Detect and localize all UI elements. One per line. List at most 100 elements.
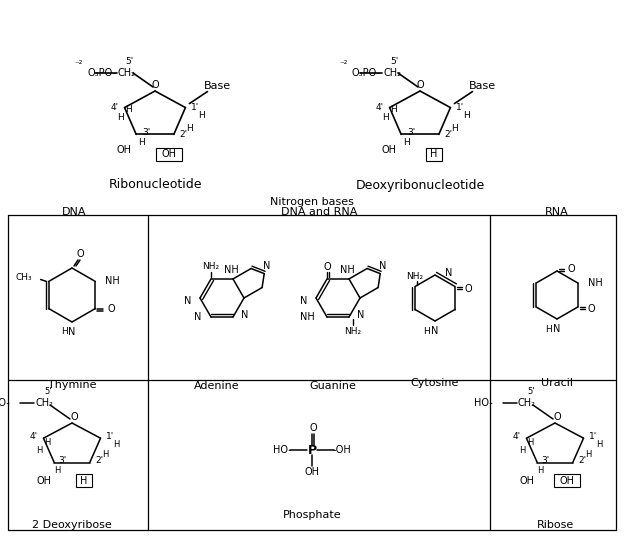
Text: OH: OH [382,145,397,156]
Text: N: N [553,324,561,334]
Text: N: N [379,261,386,271]
Text: HO-: HO- [474,398,493,408]
Text: H: H [44,438,51,447]
Text: H: H [61,327,67,336]
Text: H: H [125,105,132,114]
Text: 5': 5' [390,57,398,65]
Text: H: H [537,467,544,475]
Text: H: H [585,450,592,460]
Text: N: N [68,327,76,337]
Text: N: N [300,296,307,306]
Text: NH: NH [105,276,120,287]
Text: NH: NH [300,312,315,322]
Text: O: O [76,249,84,259]
Bar [426,148,442,161]
Text: N: N [263,261,270,271]
Text: O: O [588,304,595,314]
Text: H: H [198,111,205,120]
Text: H: H [138,138,145,147]
Text: O: O [70,412,78,422]
Text: RNA: RNA [545,207,569,217]
Text: 2': 2' [445,130,453,139]
Text: O: O [553,412,561,422]
Text: N: N [193,312,201,322]
Text: OH: OH [117,145,132,156]
Text: CH₂: CH₂ [518,398,536,408]
Text: CH₂: CH₂ [383,68,401,78]
Text: H: H [519,446,525,455]
Text: O: O [323,262,331,272]
Text: O₃PO-: O₃PO- [87,68,116,78]
Text: Adenine: Adenine [194,381,240,391]
Text: 5': 5' [44,387,52,395]
Text: Guanine: Guanine [310,381,356,391]
Text: ⁻²: ⁻² [340,60,348,70]
Text: 1': 1' [456,103,464,112]
Text: H: H [80,476,88,486]
Text: N: N [431,326,439,336]
Text: H: H [390,105,397,114]
Text: 1': 1' [590,431,598,441]
Text: H: H [54,467,61,475]
Text: O: O [416,80,424,90]
Text: CH₃: CH₃ [16,273,32,282]
Text: HO-: HO- [273,445,291,455]
Text: H: H [424,327,431,335]
Text: H: H [403,138,409,147]
Text: NH₂: NH₂ [202,262,220,272]
Text: CH₂: CH₂ [118,68,136,78]
Text: 3': 3' [541,456,550,465]
Text: H: H [545,325,552,334]
Text: 5': 5' [125,57,133,65]
Text: OH: OH [162,150,177,159]
Text: 3': 3' [407,128,416,137]
Text: 2': 2' [578,456,587,465]
Text: 5': 5' [527,387,535,395]
Text: H: H [527,438,534,447]
Text: O: O [107,303,115,314]
Text: O₃PO-: O₃PO- [352,68,381,78]
Text: 4': 4' [376,103,384,112]
Text: P: P [308,443,316,456]
Text: Deoxyribonucleotide: Deoxyribonucleotide [356,179,485,192]
Text: N: N [241,310,248,320]
Text: OH: OH [305,467,319,477]
Text: H: H [451,124,458,133]
Text: -OH: -OH [333,445,351,455]
Text: H: H [117,113,124,122]
Text: H: H [463,111,470,120]
Bar [156,148,182,161]
Text: O: O [465,284,472,294]
Text: 3': 3' [142,128,150,137]
Text: N: N [183,296,191,306]
Text: Base: Base [469,80,496,91]
Text: Nitrogen bases: Nitrogen bases [270,197,354,207]
Text: Uracil: Uracil [541,378,573,388]
Text: Cytosine: Cytosine [411,378,459,388]
Text: OH: OH [560,476,575,486]
Text: NH: NH [225,266,239,275]
Text: CH₂: CH₂ [35,398,53,408]
Text: NH₂: NH₂ [344,327,361,335]
Text: ⁻²: ⁻² [75,60,83,70]
Text: OH: OH [37,476,52,486]
Text: Thymine: Thymine [48,380,96,390]
Bar [554,474,580,487]
Text: O: O [151,80,159,90]
Text: 1': 1' [192,103,200,112]
Text: DNA: DNA [62,207,86,217]
Text: H: H [187,124,193,133]
Text: O: O [567,264,575,274]
Text: H: H [597,440,603,449]
Text: 4': 4' [110,103,119,112]
Text: H: H [114,440,120,449]
Text: H: H [102,450,109,460]
Text: H: H [36,446,42,455]
Text: NH: NH [340,266,355,275]
Text: 1': 1' [107,431,115,441]
Text: 4': 4' [512,431,520,441]
Text: 2': 2' [95,456,104,465]
Text: 2 Deoxyribose: 2 Deoxyribose [32,520,112,530]
Text: H: H [431,150,437,159]
Text: N: N [357,310,364,320]
